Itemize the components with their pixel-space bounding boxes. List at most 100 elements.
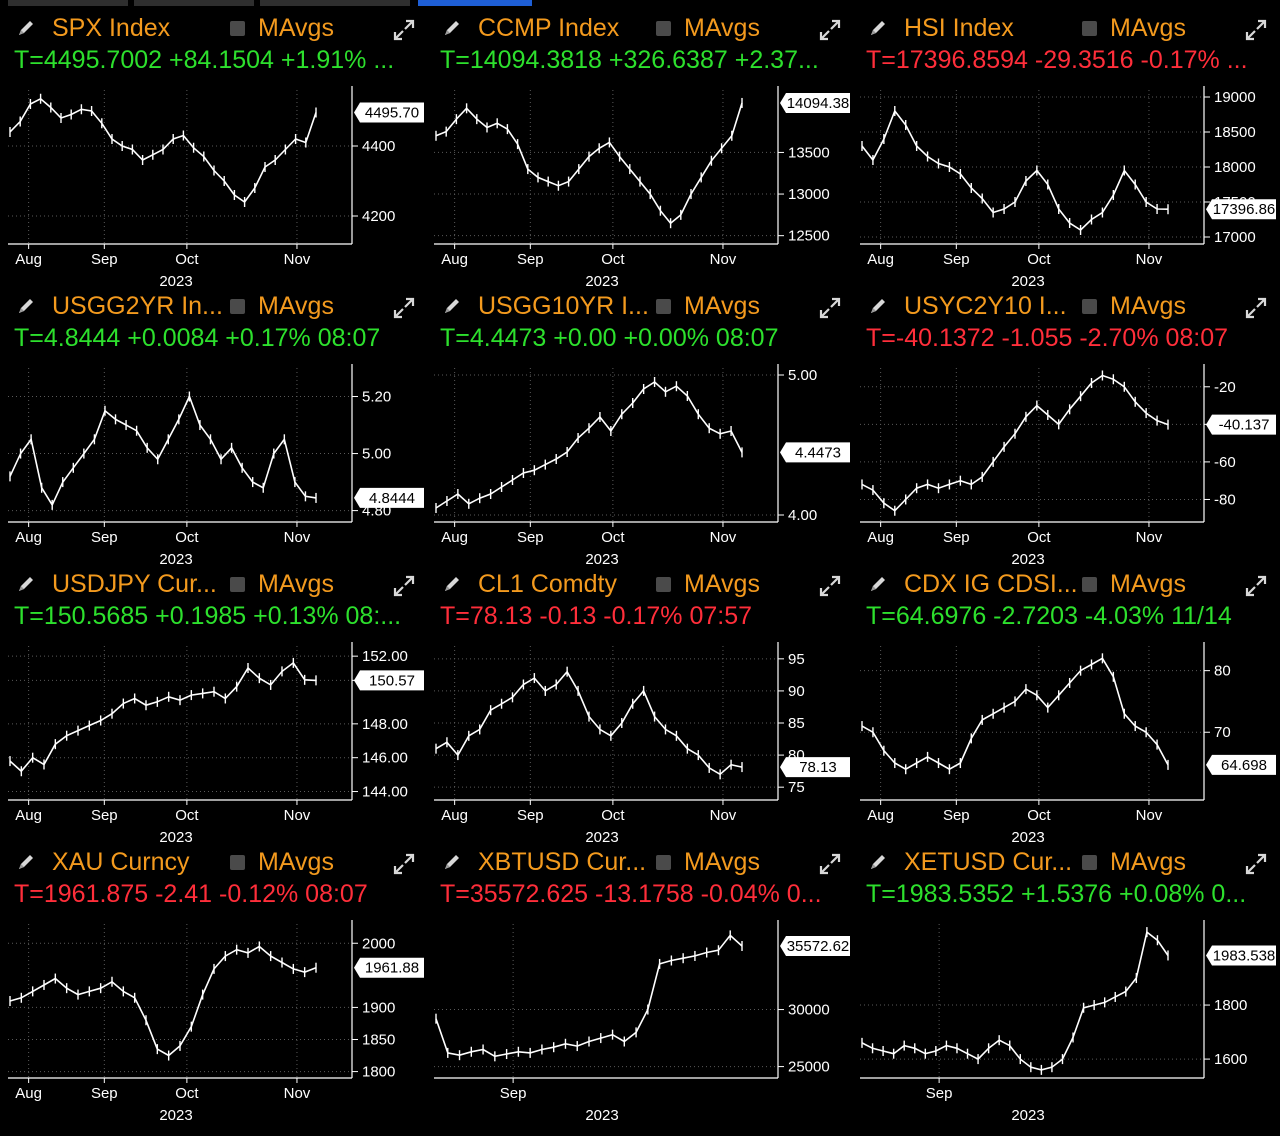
last-price-label: 1961.88	[365, 960, 419, 977]
pencil-icon[interactable]	[868, 852, 888, 872]
expand-icon[interactable]	[818, 852, 842, 876]
mavgs-label[interactable]: MAvgs	[1110, 292, 1186, 320]
expand-icon[interactable]	[818, 18, 842, 42]
mavgs-label[interactable]: MAvgs	[258, 292, 334, 320]
y-tick-label: 75	[788, 779, 805, 796]
checkbox-icon[interactable]	[230, 21, 245, 36]
last-price-label: -40.137	[1219, 417, 1270, 434]
checkbox-icon[interactable]	[230, 855, 245, 870]
security-title[interactable]: XBTUSD Cur...	[478, 848, 647, 876]
x-tick-label: Aug	[15, 807, 42, 824]
price-series-line	[435, 380, 743, 509]
expand-icon[interactable]	[1244, 574, 1268, 598]
security-title[interactable]: USGG2YR In...	[52, 292, 223, 320]
x-tick-label: Nov	[710, 251, 737, 268]
expand-icon[interactable]	[392, 18, 416, 42]
ticker-line: T=4.4473 +0.00 +0.00% 08:07	[440, 324, 779, 352]
top-tab[interactable]	[8, 0, 128, 6]
price-series-line	[861, 657, 1169, 771]
checkbox-icon[interactable]	[656, 299, 671, 314]
top-tab[interactable]	[134, 0, 254, 6]
chart-panel: SPX Index MAvgs T=4495.7002 +84.1504 +1.91…	[2, 6, 428, 290]
x-tick-label: Aug	[867, 251, 894, 268]
security-title[interactable]: HSI Index	[904, 14, 1014, 42]
security-title[interactable]: USGG10YR I...	[478, 292, 649, 320]
y-tick-label: 5.20	[362, 389, 391, 406]
price-chart: 12500 13000 13500 Aug Sep Oct Nov 2023 14094.38	[434, 86, 850, 290]
expand-icon[interactable]	[392, 852, 416, 876]
x-tick-label: Oct	[1027, 807, 1051, 824]
y-tick-label: 13500	[788, 144, 830, 161]
pencil-icon[interactable]	[442, 852, 462, 872]
security-title[interactable]: SPX Index	[52, 14, 171, 42]
checkbox-icon[interactable]	[1082, 21, 1097, 36]
x-tick-label: Sep	[926, 1085, 953, 1102]
last-price-label: 4.4473	[795, 444, 841, 461]
pencil-icon[interactable]	[16, 852, 36, 872]
pencil-icon[interactable]	[442, 574, 462, 594]
y-tick-label: 12500	[788, 228, 830, 245]
top-tab[interactable]	[260, 0, 410, 6]
expand-icon[interactable]	[1244, 18, 1268, 42]
security-title[interactable]: XETUSD Cur...	[904, 848, 1073, 876]
expand-icon[interactable]	[1244, 852, 1268, 876]
pencil-icon[interactable]	[868, 574, 888, 594]
x-axis-year-label: 2023	[1011, 829, 1044, 846]
panel-header: USGG10YR I... MAvgs	[428, 284, 848, 324]
y-tick-label: 4400	[362, 138, 395, 155]
expand-icon[interactable]	[1244, 296, 1268, 320]
mavgs-label[interactable]: MAvgs	[684, 848, 760, 876]
mavgs-label[interactable]: MAvgs	[258, 848, 334, 876]
mavgs-label[interactable]: MAvgs	[684, 14, 760, 42]
security-title[interactable]: USDJPY Cur...	[52, 570, 217, 598]
mavgs-label[interactable]: MAvgs	[1110, 14, 1186, 42]
expand-icon[interactable]	[392, 574, 416, 598]
last-price-label: 78.13	[799, 759, 837, 776]
pencil-icon[interactable]	[868, 296, 888, 316]
checkbox-icon[interactable]	[656, 21, 671, 36]
pencil-icon[interactable]	[16, 574, 36, 594]
ticker-line: T=64.6976 -2.7203 -4.03% 11/14	[866, 602, 1232, 630]
mavgs-label[interactable]: MAvgs	[1110, 570, 1186, 598]
expand-icon[interactable]	[818, 574, 842, 598]
security-title[interactable]: USYC2Y10 I...	[904, 292, 1067, 320]
pencil-icon[interactable]	[868, 18, 888, 38]
mavgs-label[interactable]: MAvgs	[258, 14, 334, 42]
y-tick-label: 1600	[1214, 1051, 1247, 1068]
y-tick-label: 148.00	[362, 716, 408, 733]
mavgs-label[interactable]: MAvgs	[1110, 848, 1186, 876]
panel-header: CCMP Index MAvgs	[428, 6, 848, 46]
mavgs-label[interactable]: MAvgs	[684, 292, 760, 320]
pencil-icon[interactable]	[16, 18, 36, 38]
last-price-label: 17396.86	[1213, 201, 1276, 218]
chart-panel: USDJPY Cur... MAvgs T=150.5685 +0.1985 +0.…	[2, 562, 428, 846]
expand-icon[interactable]	[818, 296, 842, 320]
pencil-icon[interactable]	[442, 18, 462, 38]
checkbox-icon[interactable]	[1082, 855, 1097, 870]
expand-icon[interactable]	[392, 296, 416, 320]
checkbox-icon[interactable]	[656, 855, 671, 870]
checkbox-icon[interactable]	[1082, 577, 1097, 592]
mavgs-label[interactable]: MAvgs	[258, 570, 334, 598]
mavgs-label[interactable]: MAvgs	[684, 570, 760, 598]
checkbox-icon[interactable]	[230, 577, 245, 592]
pencil-icon[interactable]	[442, 296, 462, 316]
checkbox-icon[interactable]	[656, 577, 671, 592]
security-title[interactable]: CL1 Comdty	[478, 570, 617, 598]
last-price-tag: 1983.538	[1206, 945, 1276, 966]
last-price-label: 4495.70	[365, 105, 419, 122]
checkbox-icon[interactable]	[1082, 299, 1097, 314]
checkbox-icon[interactable]	[230, 299, 245, 314]
security-title[interactable]: CCMP Index	[478, 14, 620, 42]
y-tick-label: -60	[1214, 454, 1236, 471]
security-title[interactable]: CDX IG CDSI...	[904, 570, 1078, 598]
panel-header: HSI Index MAvgs	[854, 6, 1274, 46]
price-series-line	[435, 102, 743, 225]
security-title[interactable]: XAU Curncy	[52, 848, 190, 876]
ticker-line: T=-40.1372 -1.055 -2.70% 08:07	[866, 324, 1229, 352]
y-tick-label: -20	[1214, 379, 1236, 396]
pencil-icon[interactable]	[16, 296, 36, 316]
price-chart: 1700017500180001850019000AugSepOctNov202…	[860, 86, 1276, 290]
top-tab-active[interactable]	[418, 0, 532, 6]
